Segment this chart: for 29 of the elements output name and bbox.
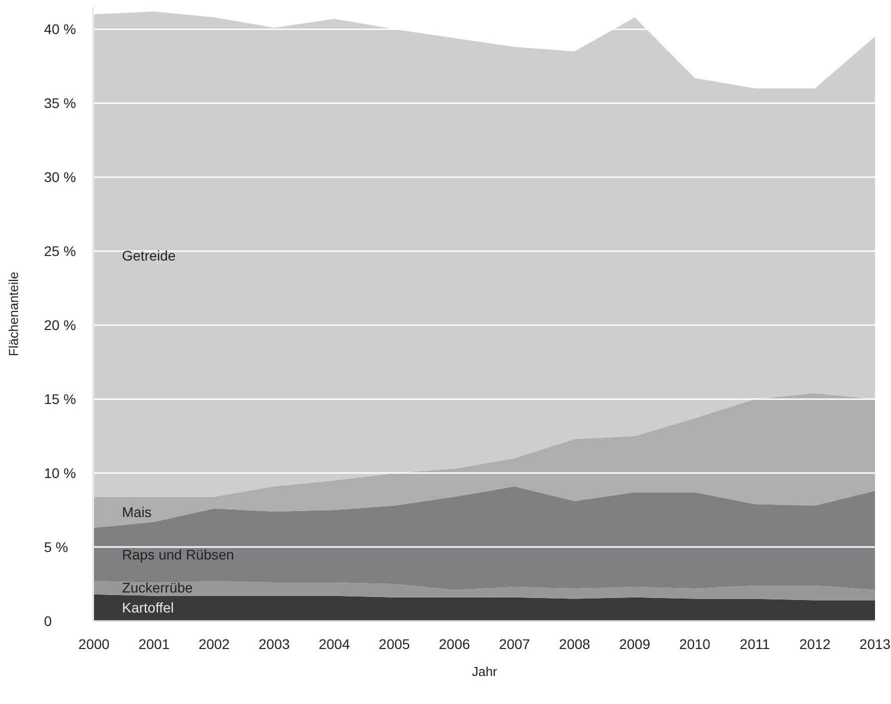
y-tick-label: 15 % bbox=[44, 390, 76, 407]
x-tick-label: 2001 bbox=[138, 636, 170, 652]
x-tick-label: 2007 bbox=[498, 636, 530, 652]
series-label: Getreide bbox=[122, 247, 176, 264]
y-tick-label: 0 bbox=[44, 612, 52, 629]
x-tick-label: 2002 bbox=[198, 636, 230, 652]
x-tick-label: 2010 bbox=[679, 636, 711, 652]
series-label: Raps und Rübsen bbox=[122, 546, 234, 562]
series-label: Mais bbox=[122, 504, 152, 520]
x-tick-label: 2013 bbox=[859, 636, 891, 652]
y-tick-label: 30 % bbox=[44, 169, 76, 186]
x-tick-label: 2005 bbox=[378, 636, 410, 652]
y-tick-label: 10 % bbox=[44, 464, 76, 481]
x-tick-label: 2006 bbox=[438, 636, 470, 652]
series-label: Zuckerrübe bbox=[122, 580, 194, 596]
x-tick-label: 2012 bbox=[799, 636, 831, 652]
x-tick-label: 2003 bbox=[258, 636, 290, 652]
y-axis-title: Flächenanteile bbox=[6, 272, 21, 356]
y-tick-label: 25 % bbox=[44, 243, 76, 260]
y-tick-label: 40 % bbox=[44, 21, 76, 38]
x-tick-label: 2000 bbox=[78, 636, 110, 652]
y-tick-label: 35 % bbox=[44, 95, 76, 112]
x-tick-label: 2004 bbox=[318, 636, 350, 652]
x-tick-label: 2009 bbox=[619, 636, 650, 652]
x-tick-label: 2011 bbox=[740, 636, 770, 652]
x-tick-label: 2008 bbox=[559, 636, 590, 652]
x-axis-title: Jahr bbox=[472, 664, 498, 679]
y-tick-label: 20 % bbox=[44, 316, 76, 333]
y-tick-label: 5 % bbox=[44, 538, 68, 555]
